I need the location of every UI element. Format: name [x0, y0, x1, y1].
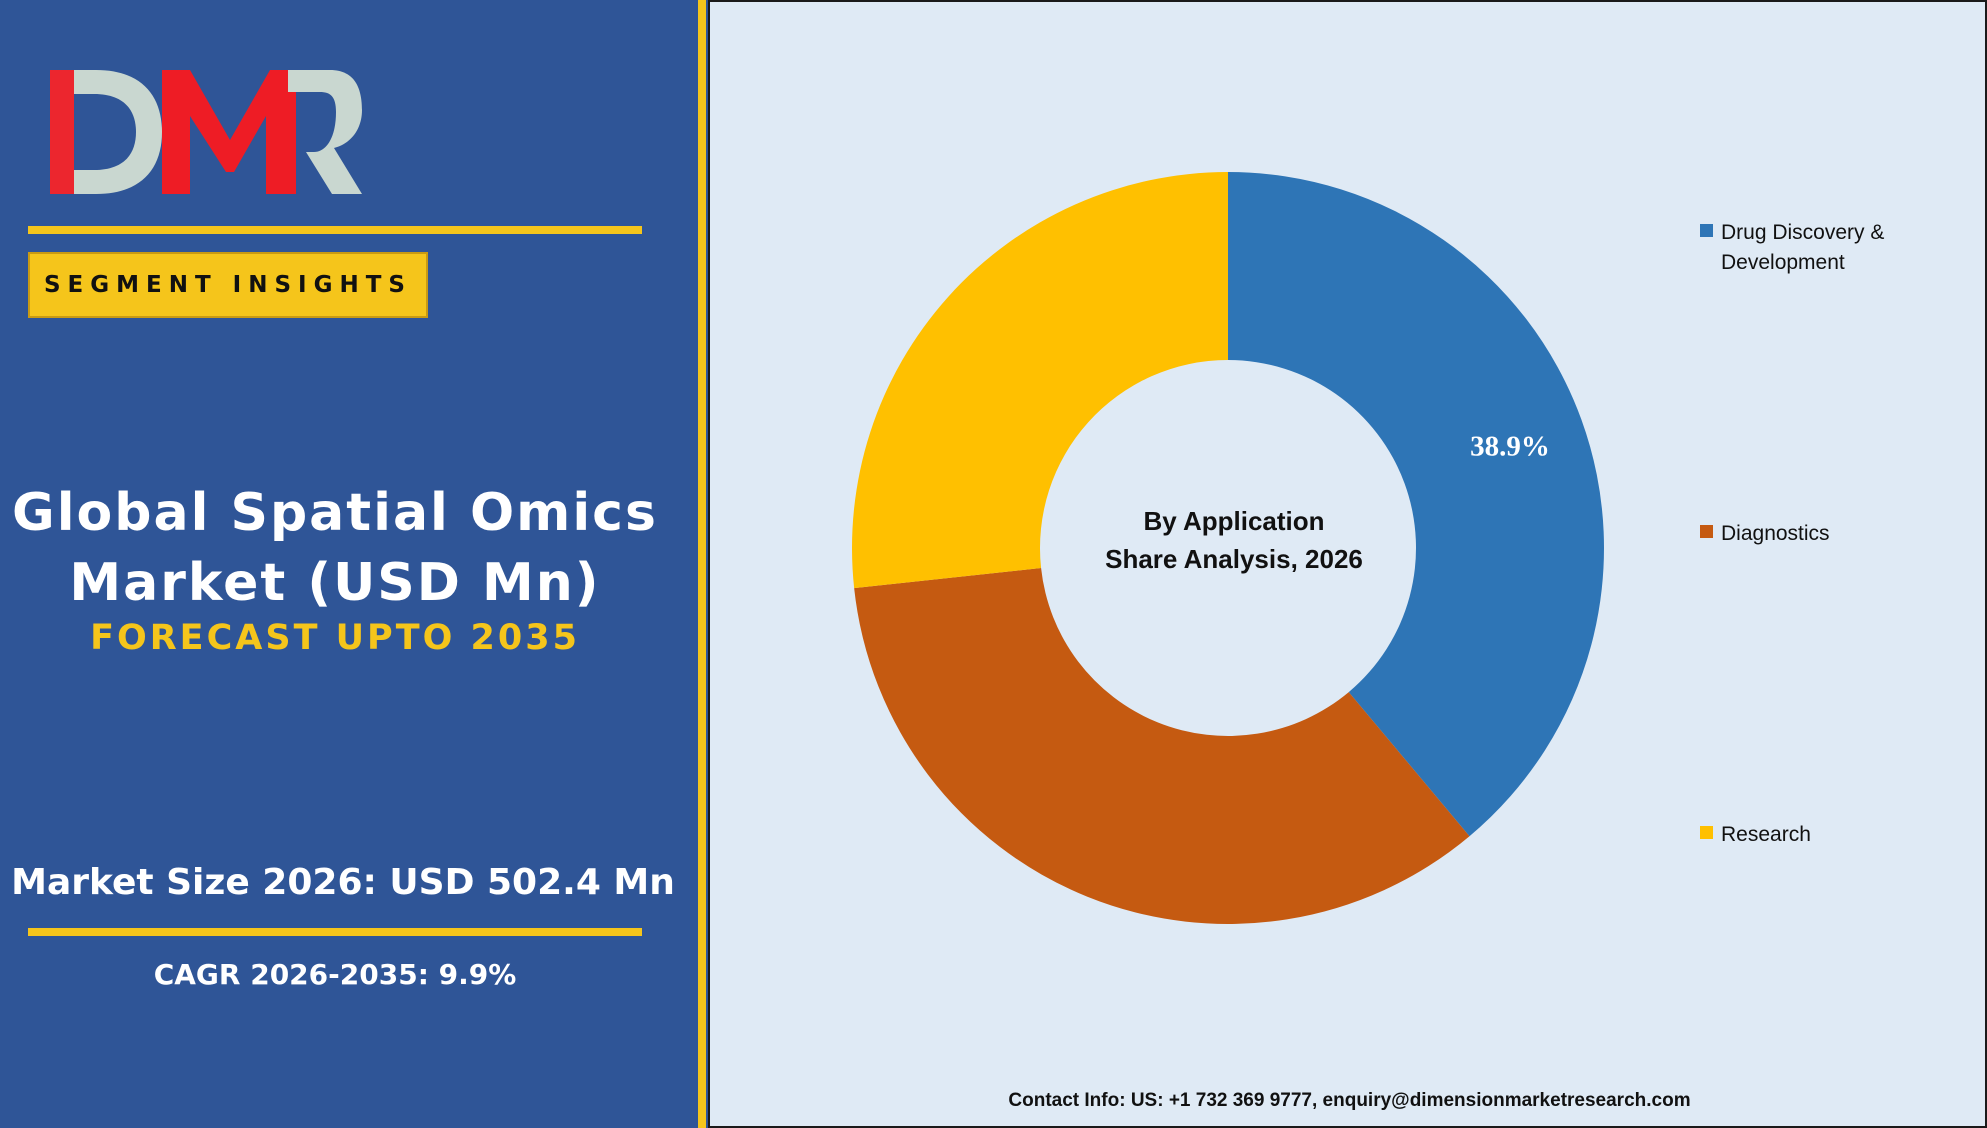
center-label-line-1: By Application — [1143, 506, 1325, 536]
legend-swatch — [1700, 525, 1713, 538]
donut-center-label: By Application Share Analysis, 2026 — [1014, 502, 1454, 578]
slice-diagnostics — [854, 568, 1470, 925]
legend-swatch — [1700, 826, 1713, 839]
chart-panel: 38.9% Drug Discovery & Development Diagno… — [708, 0, 1987, 1128]
title-line-2: Market (USD Mn) — [69, 553, 601, 613]
contact-info: Contact Info: US: +1 732 369 9777, enqui… — [1008, 1090, 1691, 1111]
market-size: Market Size 2026: USD 502.4 Mn — [11, 862, 675, 903]
donut-chart: 38.9% — [852, 172, 1604, 925]
legend-item-research: Research — [1700, 820, 1921, 850]
legend-item-diagnostics: Diagnostics — [1700, 519, 1921, 549]
left-panel: SEGMENT INSIGHTS Global Spatial Omics Ma… — [0, 0, 698, 1128]
dmr-logo — [50, 70, 362, 194]
legend-label: Diagnostics — [1721, 522, 1830, 545]
legend-swatch — [1700, 224, 1713, 237]
legend-label: Research — [1721, 823, 1811, 846]
data-label-drug-discovery: 38.9% — [1470, 430, 1550, 462]
slice-drug-discovery — [1228, 172, 1604, 837]
legend-item-drug-discovery: Drug Discovery & Development — [1700, 218, 1921, 278]
panel-divider — [698, 0, 706, 1128]
title-line-1: Global Spatial Omics — [12, 483, 658, 543]
legend-label: Drug Discovery & Development — [1721, 221, 1885, 274]
cagr: CAGR 2026-2035: 9.9% — [153, 958, 517, 991]
yellow-rule-top — [28, 226, 642, 234]
forecast-subtitle: FORECAST UPTO 2035 — [90, 618, 580, 658]
slice-research — [852, 172, 1228, 589]
yellow-rule-bottom — [28, 928, 642, 936]
segment-insights-badge: SEGMENT INSIGHTS — [28, 252, 428, 318]
page-title: Global Spatial Omics Market (USD Mn) — [0, 478, 670, 618]
center-label-line-2: Share Analysis, 2026 — [1105, 544, 1363, 574]
